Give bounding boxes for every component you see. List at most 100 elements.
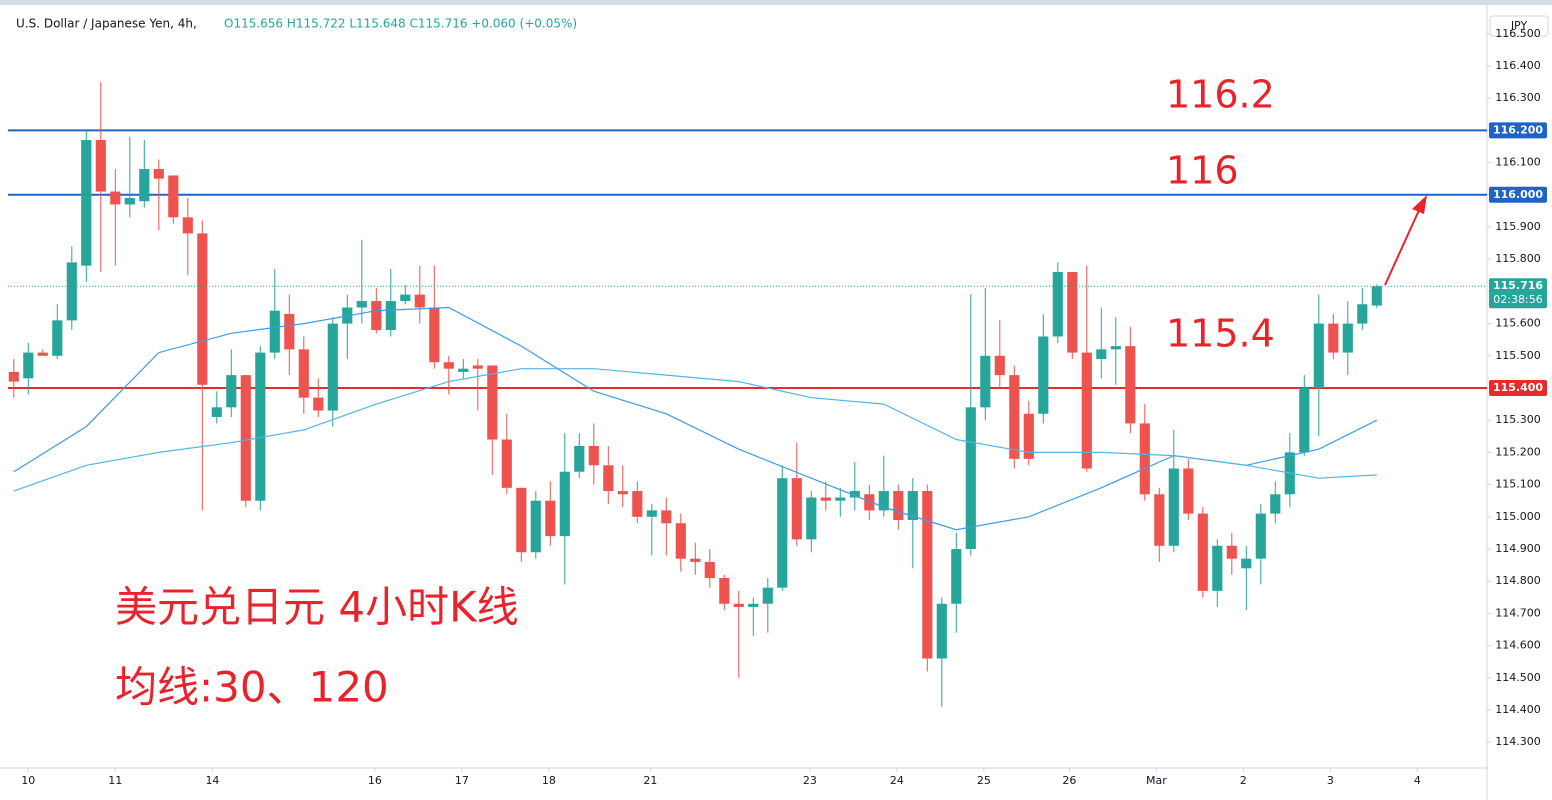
y-tick-label: 116.500 <box>1495 27 1541 40</box>
y-tick-label: 114.500 <box>1495 671 1541 684</box>
candle-body <box>893 491 904 521</box>
y-tick-label: 114.900 <box>1495 542 1541 555</box>
candle-body <box>269 310 280 353</box>
level-price-label: 116.000 <box>1493 188 1543 201</box>
candle-body <box>52 320 63 356</box>
annotation: 115.4 <box>1166 312 1275 356</box>
y-tick-label: 116.100 <box>1495 156 1541 169</box>
currency-button[interactable] <box>1489 15 1549 37</box>
candle-body <box>1212 545 1223 591</box>
candle-body <box>110 191 121 205</box>
annotation: 均线:30、120 <box>115 663 389 712</box>
candle-body <box>284 313 295 350</box>
candle-body <box>1154 494 1165 546</box>
level-price-box <box>1489 380 1547 396</box>
candle-body <box>95 140 106 192</box>
candle-body <box>617 491 628 495</box>
y-tick-label: 115.100 <box>1495 478 1541 491</box>
candle-body <box>1241 558 1252 569</box>
x-tick-label: Mar <box>1146 774 1167 787</box>
x-tick-label: 2 <box>1240 774 1247 787</box>
y-tick-label: 115.200 <box>1495 445 1541 458</box>
y-tick-label: 115.300 <box>1495 413 1541 426</box>
candle-body <box>1371 286 1382 306</box>
candle-body <box>1139 423 1150 495</box>
y-tick-label: 115.000 <box>1495 510 1541 523</box>
candle-body <box>153 169 164 179</box>
candle-body <box>936 603 947 659</box>
candle-body <box>1125 346 1136 424</box>
candle-body <box>849 491 860 498</box>
arrow-head <box>1412 195 1427 214</box>
candle-body <box>37 352 48 356</box>
candle-body <box>516 487 527 553</box>
annotation: 116 <box>1166 149 1239 193</box>
candle-body <box>66 262 77 321</box>
candle-body <box>719 578 730 604</box>
candle-body <box>1255 513 1266 559</box>
candle-body <box>820 497 831 501</box>
candle-body <box>588 445 599 466</box>
x-tick-label: 3 <box>1327 774 1334 787</box>
candle-body <box>81 140 92 266</box>
candle-body <box>23 352 34 379</box>
candle-body <box>327 323 338 411</box>
y-tick-label: 115.800 <box>1495 252 1541 265</box>
candle-body <box>501 439 512 488</box>
candle-body <box>1067 272 1078 353</box>
countdown-label: 02:38:56 <box>1493 293 1542 306</box>
candle-body <box>791 478 802 540</box>
y-tick-label: 114.600 <box>1495 639 1541 652</box>
x-tick-label: 10 <box>21 774 35 787</box>
candle-body <box>385 301 396 331</box>
currency-label[interactable]: JPY <box>1510 19 1528 32</box>
level-price-box <box>1489 122 1547 139</box>
candle-body <box>922 491 933 659</box>
candle-body <box>646 510 657 517</box>
moving-average <box>13 306 1378 531</box>
candle-body <box>226 375 237 408</box>
candle-body <box>211 407 222 417</box>
level-price-label: 115.400 <box>1493 381 1543 394</box>
candle-body <box>1052 272 1063 337</box>
y-tick-label: 115.500 <box>1495 349 1541 362</box>
candle-body <box>1168 468 1179 546</box>
candle-body <box>762 587 773 604</box>
candle-body <box>487 365 498 440</box>
candle-body <box>298 349 309 398</box>
candle-body <box>907 491 918 521</box>
candle-body <box>168 175 179 218</box>
candle-body <box>443 362 454 369</box>
candle-body <box>545 500 556 537</box>
candle-body <box>1342 323 1353 353</box>
plot-area <box>8 82 1487 707</box>
candle-body <box>8 371 19 382</box>
candle-body <box>704 561 715 578</box>
candle-body <box>733 603 744 607</box>
candle-body <box>1357 304 1368 324</box>
x-tick-label: 24 <box>890 774 904 787</box>
candle-body <box>835 497 846 501</box>
last-price-box <box>1489 278 1547 309</box>
candle-body <box>458 368 469 372</box>
candle-body <box>1183 468 1194 514</box>
candle-body <box>1328 323 1339 353</box>
candle-body <box>1009 375 1020 459</box>
candle-body <box>690 558 701 562</box>
candle-body <box>1313 323 1324 388</box>
y-tick-label: 114.300 <box>1495 735 1541 748</box>
candle-body <box>414 294 425 308</box>
y-tick-label: 116.400 <box>1495 59 1541 72</box>
candle-body <box>603 465 614 492</box>
candle-body <box>124 198 135 205</box>
candle-body <box>1197 513 1208 591</box>
candle-body <box>429 307 440 363</box>
y-tick-label: 114.800 <box>1495 574 1541 587</box>
candle-body <box>864 494 875 511</box>
candle-body <box>1096 349 1107 360</box>
x-tick-label: 23 <box>803 774 817 787</box>
y-tick-label: 115.900 <box>1495 220 1541 233</box>
level-price-label: 116.200 <box>1493 123 1543 136</box>
